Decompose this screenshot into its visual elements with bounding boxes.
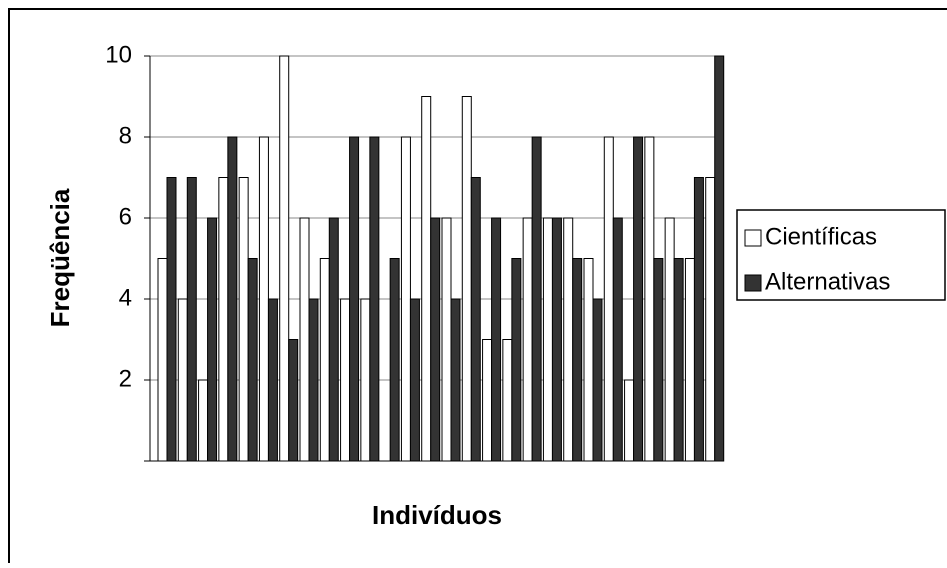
bar	[308, 298, 319, 462]
legend-swatch	[744, 229, 762, 247]
bar	[482, 339, 493, 462]
bar	[218, 177, 229, 462]
bar	[624, 379, 635, 462]
bar	[551, 217, 562, 462]
bar	[258, 136, 269, 462]
y-tick-label: 6	[119, 203, 132, 230]
bar	[198, 379, 209, 462]
bar	[502, 339, 513, 462]
y-axis-label: Freqüência	[45, 188, 75, 327]
bar	[633, 136, 644, 462]
bar	[319, 258, 330, 462]
bar	[714, 55, 725, 462]
bar	[592, 298, 603, 462]
bar	[400, 136, 411, 462]
bar	[389, 258, 400, 462]
bar	[542, 217, 553, 462]
bar	[288, 339, 299, 462]
bar	[421, 96, 432, 462]
bar	[340, 298, 351, 462]
bar	[491, 217, 502, 462]
bar	[470, 177, 481, 462]
bar	[563, 217, 574, 462]
bar	[369, 136, 380, 462]
bar	[612, 217, 623, 462]
bar	[177, 298, 188, 462]
bar	[441, 217, 452, 462]
bar	[461, 96, 472, 462]
bar	[693, 177, 704, 462]
bar	[673, 258, 684, 462]
bar	[653, 258, 664, 462]
y-tick-label: 2	[119, 365, 132, 392]
bar	[299, 217, 310, 462]
bar	[684, 258, 695, 462]
legend-label: Alternativas	[765, 268, 890, 295]
bar	[522, 217, 533, 462]
legend-label: Científicas	[765, 223, 877, 250]
bar	[531, 136, 542, 462]
bar	[705, 177, 716, 462]
bar	[186, 177, 197, 462]
bar	[247, 258, 258, 462]
y-tick-label: 8	[119, 122, 132, 149]
y-tick-label: 10	[105, 41, 132, 68]
bar	[572, 258, 583, 462]
legend-swatch	[744, 274, 762, 292]
x-axis-label: Indivíduos	[372, 500, 502, 530]
bar	[279, 55, 290, 462]
bar	[511, 258, 522, 462]
bar	[409, 298, 420, 462]
y-tick-label: 4	[119, 284, 132, 311]
bar	[349, 136, 360, 462]
bar	[430, 217, 441, 462]
bar	[664, 217, 675, 462]
bar	[207, 217, 218, 462]
bar	[583, 258, 594, 462]
bar	[603, 136, 614, 462]
bar	[328, 217, 339, 462]
bar	[166, 177, 177, 462]
bar	[227, 136, 238, 462]
bar	[450, 298, 461, 462]
bar	[238, 177, 249, 462]
bar	[644, 136, 655, 462]
bar	[267, 298, 278, 462]
bar	[157, 258, 168, 462]
bar	[360, 298, 371, 462]
legend-box	[736, 209, 946, 301]
